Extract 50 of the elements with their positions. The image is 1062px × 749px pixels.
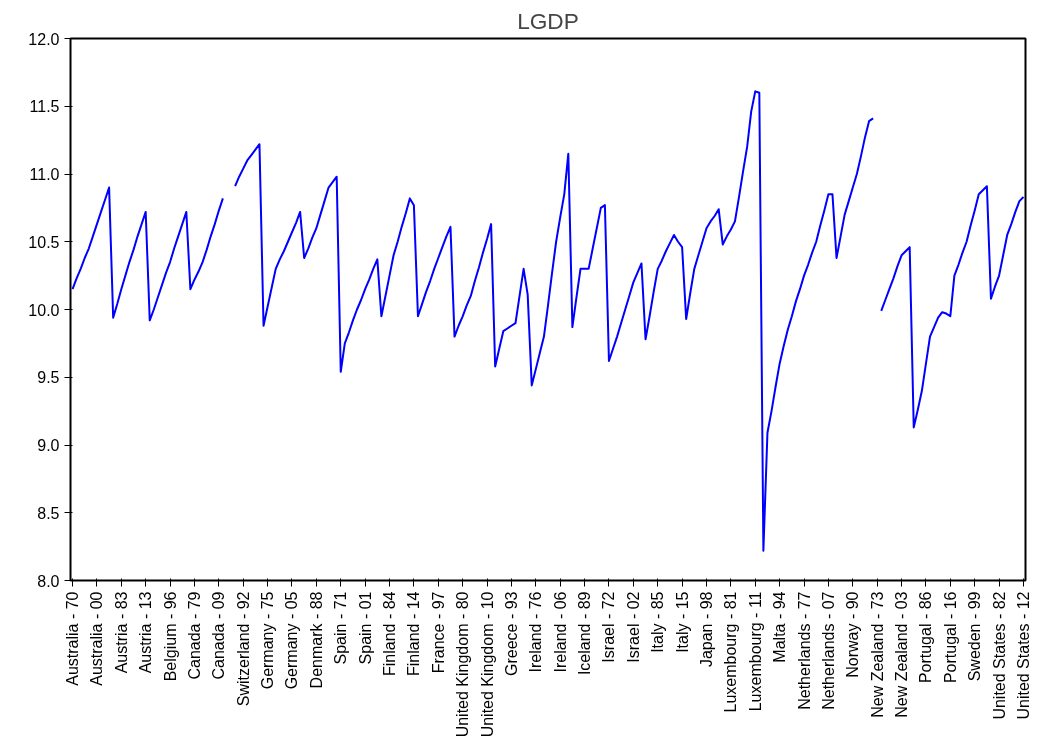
x-tick-label: United States - 82: [990, 591, 1008, 720]
x-tick-label: Finland - 14: [405, 591, 423, 676]
x-tick-label: Netherlands - 77: [795, 591, 813, 710]
x-tick-label: Luxembourg - 81: [722, 591, 740, 713]
y-tick-label: 10.5: [28, 233, 60, 251]
x-tick-label: Australia - 70: [64, 591, 82, 686]
x-tick-label: United Kingdom - 80: [454, 591, 472, 738]
x-tick-label: United Kingdom - 10: [478, 591, 496, 738]
x-tick-label: Portugal - 16: [941, 591, 959, 684]
x-tick-label: Finland - 84: [381, 591, 399, 676]
x-tick-label: Switzerland - 92: [234, 591, 252, 707]
x-tick-label: Denmark - 88: [307, 591, 325, 689]
x-tick-label: Australia - 00: [88, 591, 106, 686]
y-tick-label: 9.0: [37, 437, 60, 454]
x-tick-label: Portugal - 86: [917, 591, 935, 684]
x-tick-label: Canada - 79: [185, 591, 203, 680]
x-tick-label: Iceland - 89: [576, 591, 594, 676]
y-tick-label: 11.0: [29, 166, 60, 183]
x-tick-label: France - 97: [429, 591, 447, 674]
x-tick-label: Germany - 75: [259, 591, 277, 690]
x-tick-label: Canada - 09: [210, 591, 228, 680]
x-tick-label: Greece - 93: [502, 591, 520, 676]
x-tick-label: Sweden - 99: [966, 591, 984, 682]
x-tick-label: Netherlands - 07: [819, 591, 837, 710]
x-tick-label: Luxembourg - 11: [746, 591, 764, 712]
x-tick-label: New Zealand - 73: [868, 591, 886, 718]
chart-title: LGDP: [517, 7, 579, 34]
y-tick-label: 11.5: [29, 98, 60, 116]
x-tick-label: Spain - 01: [356, 591, 374, 665]
x-tick-label: Italy - 85: [649, 591, 667, 653]
x-tick-label: Ireland - 06: [551, 591, 569, 673]
x-tick-label: Germany - 05: [283, 591, 301, 690]
y-tick-label: 10.0: [28, 301, 60, 319]
y-tick-label: 8.5: [37, 504, 60, 522]
x-tick-label: Belgium - 96: [161, 591, 179, 682]
y-tick-label: 9.5: [37, 369, 60, 387]
x-tick-label: United States - 12: [1014, 591, 1032, 720]
x-tick-label: Austria - 13: [137, 591, 155, 674]
x-tick-label: New Zealand - 03: [893, 591, 911, 718]
x-tick-label: Israel - 72: [600, 591, 618, 663]
x-tick-label: Spain - 71: [332, 591, 350, 665]
x-tick-label: Norway - 90: [844, 591, 862, 678]
x-tick-label: Ireland - 76: [527, 591, 545, 673]
x-tick-label: Israel - 02: [624, 591, 642, 663]
y-tick-label: 12.0: [28, 30, 60, 48]
x-tick-label: Italy - 15: [673, 591, 691, 653]
y-tick-label: 8.0: [37, 572, 60, 590]
x-tick-label: Austria - 83: [112, 591, 130, 674]
x-tick-label: Malta - 94: [771, 591, 789, 663]
x-tick-label: Japan - 98: [697, 591, 715, 668]
